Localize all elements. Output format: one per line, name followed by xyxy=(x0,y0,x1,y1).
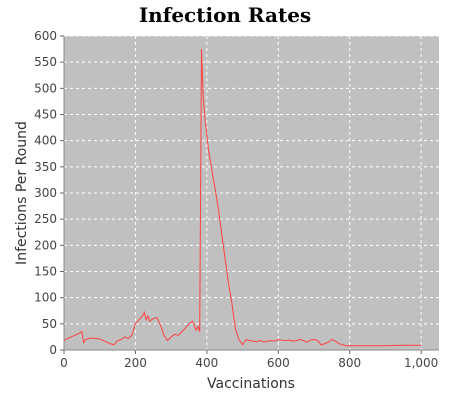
y-tick-label: 0 xyxy=(49,343,57,357)
y-tick-label: 450 xyxy=(34,108,57,122)
y-tick-label: 50 xyxy=(42,317,57,331)
x-axis-label: Vaccinations xyxy=(207,376,295,392)
x-tick-label: 200 xyxy=(124,356,147,370)
x-tick-label: 800 xyxy=(338,356,361,370)
y-tick-label: 550 xyxy=(34,55,57,69)
y-tick-label: 500 xyxy=(34,81,57,95)
y-tick-label: 150 xyxy=(34,265,57,279)
y-tick-label: 600 xyxy=(34,29,57,43)
chart-title: Infection Rates xyxy=(139,3,311,27)
x-tick-label: 600 xyxy=(267,356,290,370)
x-axis: 0 200 400 600 800 1,000 xyxy=(60,350,439,370)
y-tick-label: 300 xyxy=(34,186,57,200)
x-tick-label: 400 xyxy=(195,356,218,370)
y-tick-label: 100 xyxy=(34,291,57,305)
x-tick-label: 0 xyxy=(60,356,68,370)
y-tick-label: 400 xyxy=(34,134,57,148)
y-axis: 0 50 100 150 200 250 300 350 400 450 500 550 600 xyxy=(34,29,64,357)
y-axis-label: Infections Per Round xyxy=(14,121,30,265)
y-tick-label: 350 xyxy=(34,160,57,174)
x-tick-label: 1,000 xyxy=(404,356,438,370)
y-tick-label: 250 xyxy=(34,212,57,226)
y-tick-label: 200 xyxy=(34,238,57,252)
